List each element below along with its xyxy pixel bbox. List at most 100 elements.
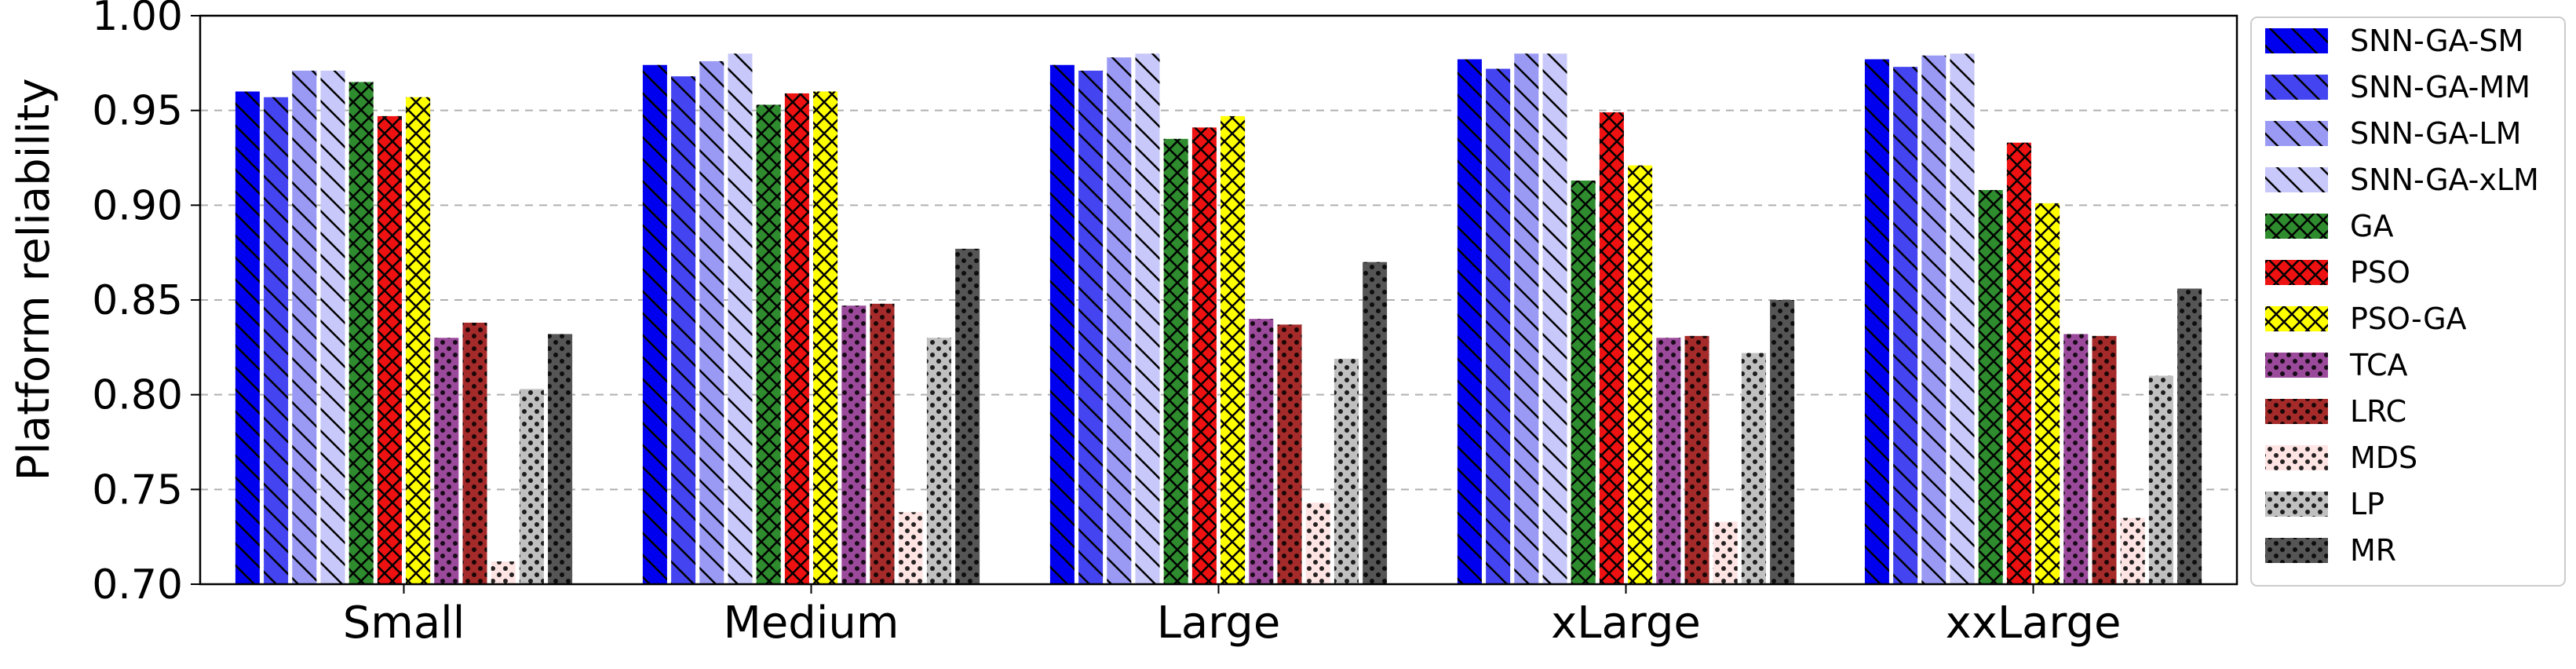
legend-swatch	[2265, 214, 2328, 239]
legend-label: SNN-GA-xLM	[2350, 163, 2539, 197]
legend-label: MR	[2350, 533, 2396, 568]
legend-label: PSO-GA	[2350, 302, 2467, 336]
bar	[728, 53, 753, 585]
bar	[2035, 203, 2060, 584]
legend-label: TCA	[2349, 348, 2408, 382]
bar	[1599, 112, 1624, 584]
bar	[1334, 358, 1359, 584]
bar	[2092, 335, 2117, 584]
tick-labels: 0.70 0.75 0.80 0.85 0.90 0.95 1.00 Small Medium L…	[92, 0, 2121, 649]
legend-label: LRC	[2350, 394, 2406, 429]
bar	[671, 76, 696, 584]
legend-swatch	[2265, 492, 2328, 517]
bar	[1135, 53, 1160, 585]
legend-item: LP	[2265, 487, 2384, 521]
legend-item: MR	[2265, 533, 2396, 568]
bar	[2148, 375, 2173, 584]
bar	[898, 512, 923, 584]
legend-item: TCA	[2265, 348, 2408, 382]
bar	[1486, 68, 1511, 584]
bar	[292, 70, 317, 584]
bar	[784, 93, 809, 585]
bar	[841, 305, 867, 584]
bar	[320, 70, 345, 584]
bar	[2120, 517, 2145, 584]
bar	[1571, 180, 1596, 584]
y-tick-label: 0.90	[92, 182, 183, 229]
bar	[1363, 261, 1388, 584]
legend-item: SNN-GA-xLM	[2265, 163, 2539, 197]
axes	[191, 14, 2238, 594]
bar	[1542, 53, 1567, 585]
bar	[813, 91, 838, 585]
legend-swatch	[2265, 353, 2328, 378]
bar	[264, 97, 289, 585]
bar	[2063, 334, 2089, 584]
bar	[1684, 335, 1709, 584]
y-tick-label: 1.00	[92, 0, 183, 40]
bar	[926, 338, 951, 584]
bar	[1713, 521, 1738, 584]
legend-item: PSO-GA	[2265, 302, 2467, 336]
bars	[235, 53, 2202, 585]
bar	[491, 561, 516, 584]
legend-item: GA	[2265, 209, 2393, 243]
bar	[955, 248, 980, 584]
legend-item: MDS	[2265, 441, 2417, 475]
legend-label: MDS	[2350, 441, 2417, 475]
legend-swatch	[2265, 167, 2328, 192]
bar	[1249, 319, 1274, 584]
bar	[1457, 59, 1482, 585]
y-tick-label: 0.85	[92, 277, 183, 324]
bar	[1921, 55, 1947, 585]
legend-label: PSO	[2350, 255, 2410, 290]
y-tick-label: 0.95	[92, 88, 183, 135]
bar	[377, 115, 402, 584]
legend-item: SNN-GA-MM	[2265, 70, 2530, 104]
legend-item: SNN-GA-SM	[2265, 24, 2523, 58]
x-tick-label: Medium	[724, 598, 899, 649]
x-tick-label: Small	[343, 598, 465, 649]
bar	[756, 104, 781, 585]
bar	[348, 82, 374, 584]
bar	[1078, 70, 1104, 584]
bar	[1107, 57, 1132, 585]
y-axis-label: Platform reliability	[9, 79, 60, 481]
legend-swatch	[2265, 75, 2328, 100]
legend-swatch	[2265, 28, 2328, 53]
bar	[1628, 165, 1653, 585]
bar	[1864, 59, 1889, 585]
bar	[1978, 190, 2003, 584]
legend-swatch	[2265, 306, 2328, 331]
bar	[1220, 115, 1246, 584]
bar	[699, 60, 724, 585]
bar	[434, 338, 459, 584]
bar	[1514, 53, 1539, 585]
bar	[406, 97, 431, 585]
bar	[1277, 324, 1302, 584]
bar	[1049, 64, 1075, 585]
bar	[2177, 288, 2202, 584]
legend-swatch	[2265, 121, 2328, 146]
legend-swatch	[2265, 538, 2328, 563]
legend-label: SNN-GA-MM	[2350, 70, 2530, 104]
legend-swatch	[2265, 260, 2328, 285]
plot-frame	[199, 14, 2238, 586]
bar	[1163, 138, 1188, 584]
bar	[642, 64, 667, 585]
y-tick-label: 0.75	[92, 466, 183, 514]
bar	[1656, 338, 1681, 584]
legend-label: LP	[2350, 487, 2384, 521]
legend-item: PSO	[2265, 255, 2410, 290]
legend-box	[2250, 16, 2566, 587]
bar	[1305, 503, 1330, 584]
x-tick-label: Large	[1157, 598, 1281, 649]
bar	[1770, 300, 1795, 584]
bar	[1191, 127, 1217, 585]
legend-swatch	[2265, 399, 2328, 424]
legend-item: SNN-GA-LM	[2265, 116, 2521, 151]
legend-label: GA	[2350, 209, 2393, 243]
bar	[519, 389, 544, 584]
